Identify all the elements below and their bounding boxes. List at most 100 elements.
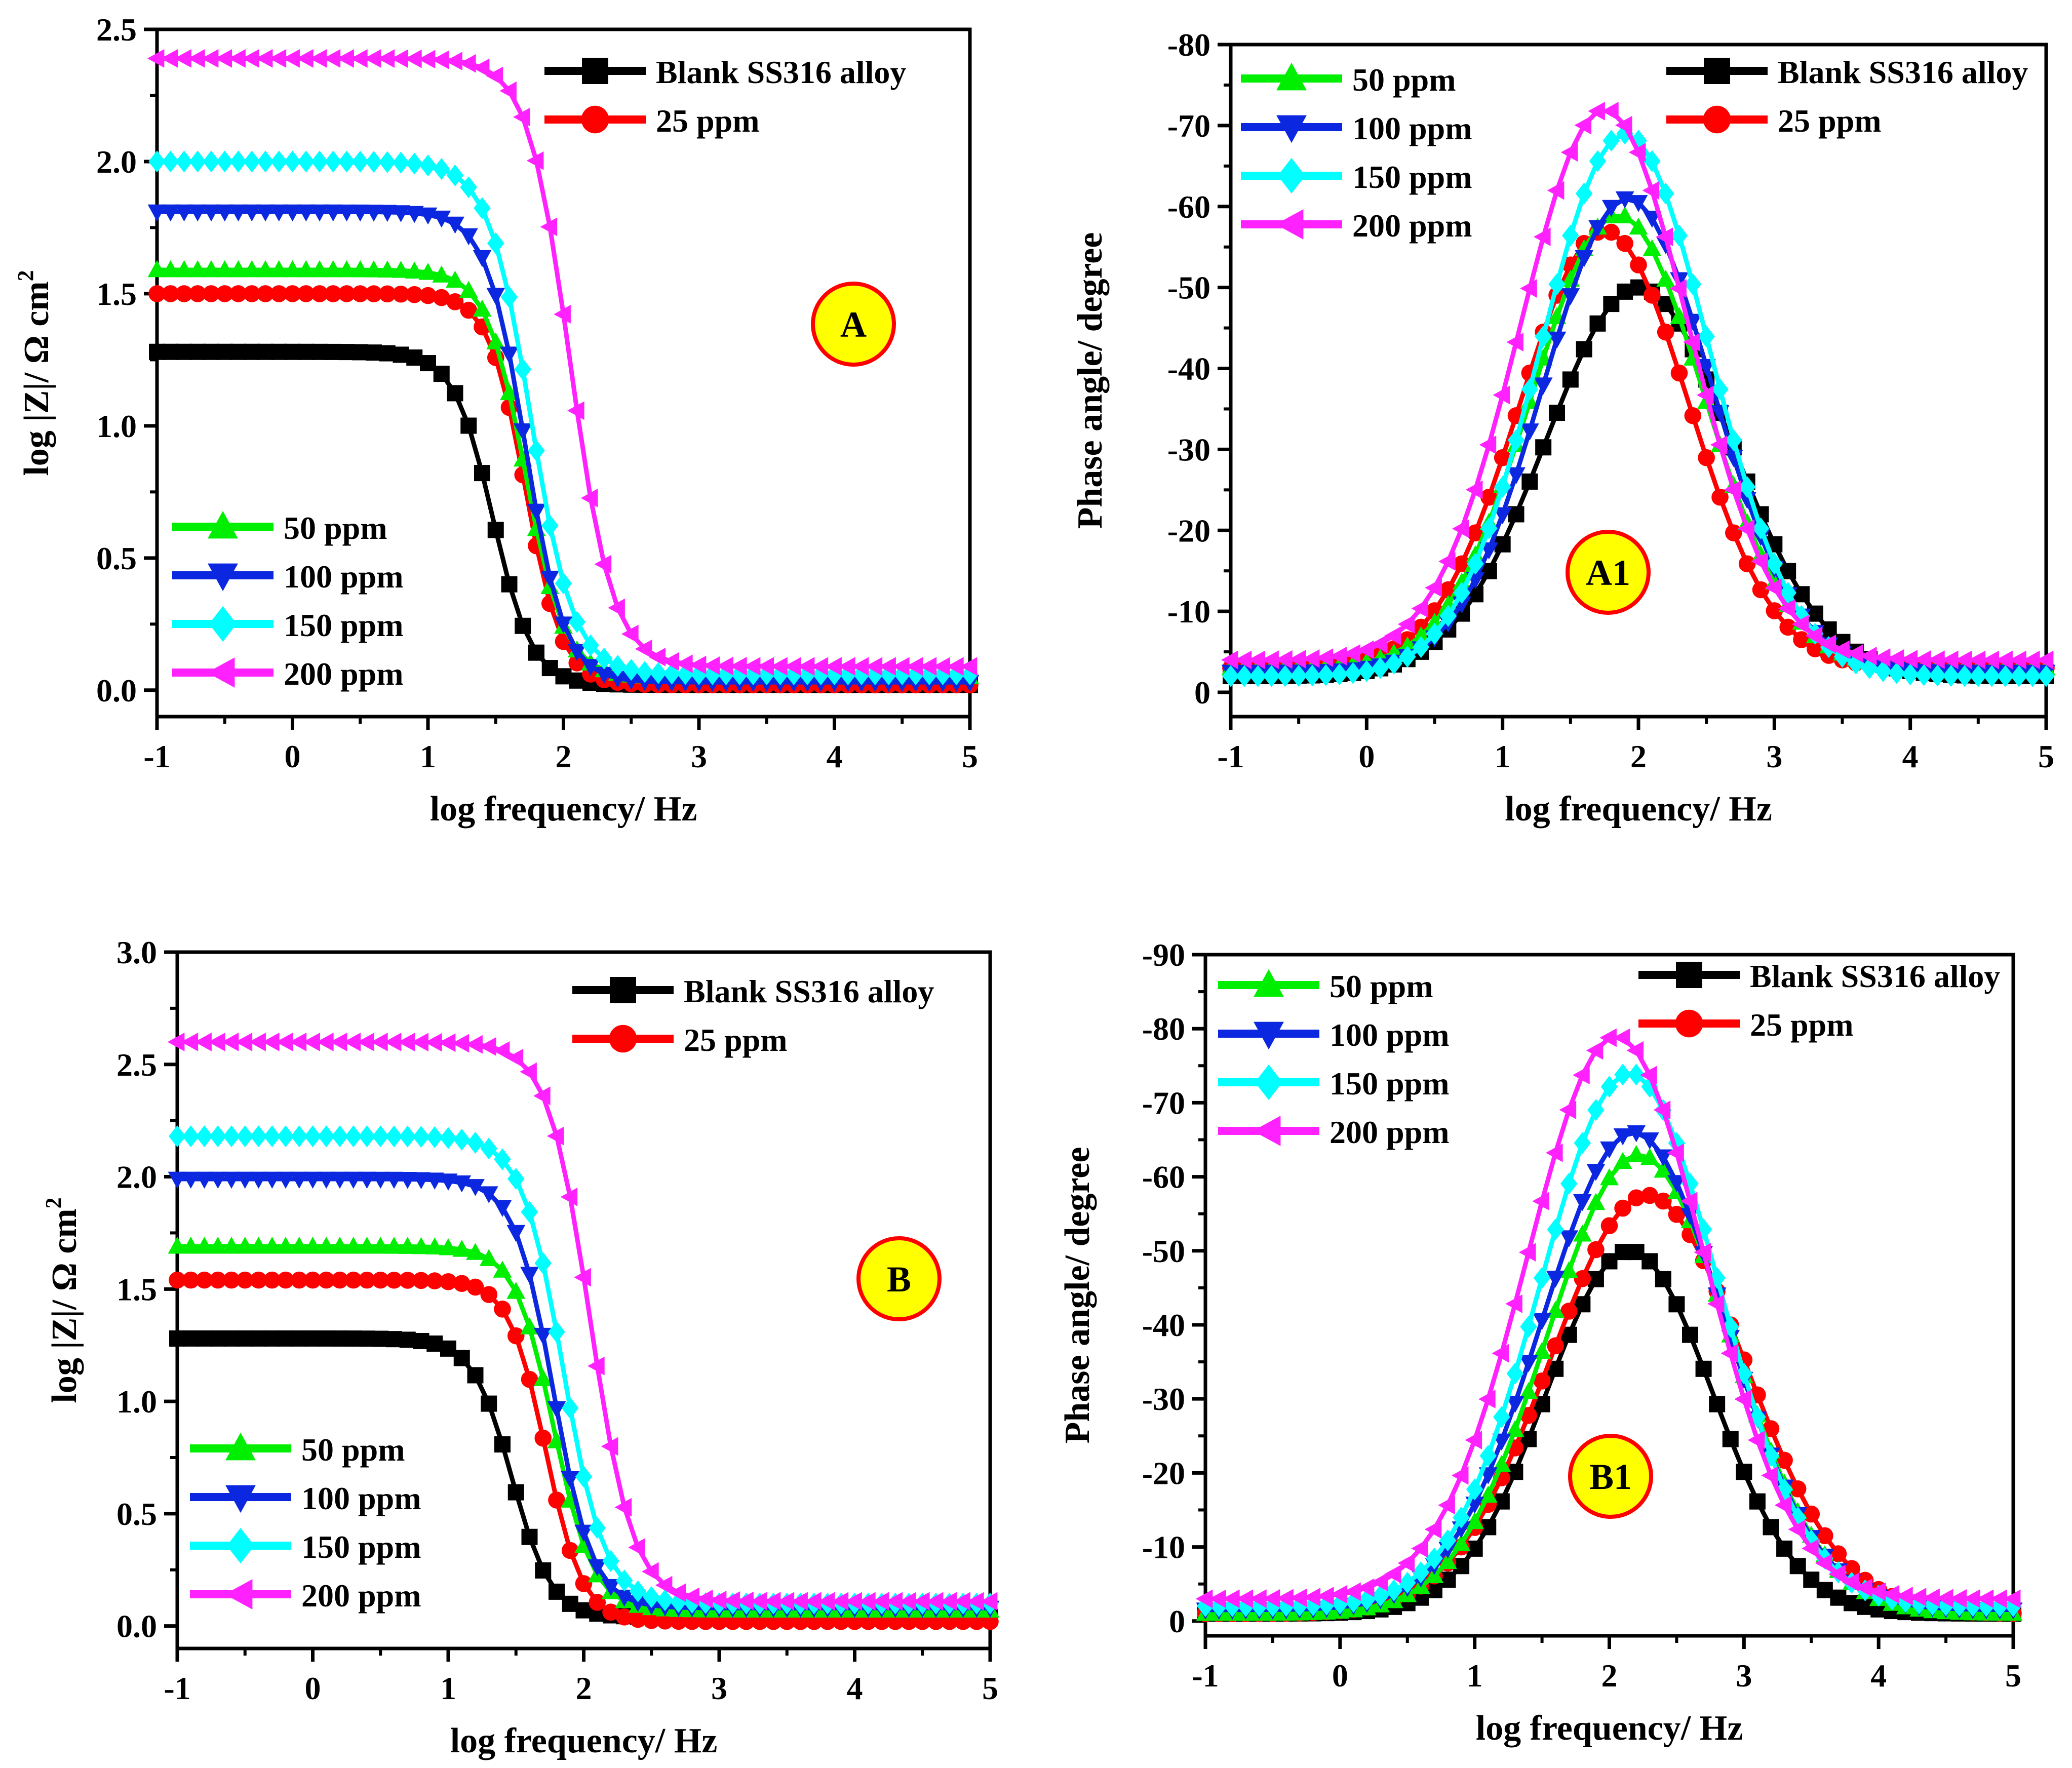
data-point [1627,1145,1646,1162]
data-point [1684,273,1702,295]
data-point [1384,626,1401,645]
data-point [446,293,464,310]
data-point [1751,552,1768,571]
data-point [499,81,517,100]
data-point [1829,1545,1847,1562]
data-point [296,260,316,278]
data-point [541,660,558,677]
data-point [1942,664,1960,687]
data-point [310,204,329,222]
data-point [398,1237,417,1254]
data-point [398,1033,415,1052]
data-point [643,1586,660,1608]
data-point [602,1603,619,1621]
data-point [250,1125,267,1148]
data-point [459,228,478,246]
y-axis-label: Phase angle/ degree [1071,232,1110,529]
data-point [1970,665,1987,687]
data-point [1997,665,2014,687]
data-point [1573,1224,1592,1242]
data-point [399,1331,416,1348]
data-point [486,332,505,349]
data-point [433,289,450,306]
data-point [1725,429,1742,451]
data-point [309,49,327,68]
data-point [1438,552,1456,571]
data-point [1737,519,1755,538]
data-point [1316,648,1334,667]
data-point [1628,143,1646,162]
series-200-ppm [147,49,978,676]
data-point [242,204,261,222]
data-point [304,1125,322,1148]
badge-label: A1 [1586,553,1630,593]
data-point [344,1171,363,1189]
data-point [689,655,707,675]
data-point [358,1236,376,1254]
data-point [168,1171,187,1189]
data-point [392,151,410,174]
data-point [393,346,409,363]
data-point [899,1592,916,1611]
data-point [419,287,437,304]
data-point [554,305,571,324]
data-point [730,657,747,676]
data-point [426,1272,444,1289]
data-point [169,1330,185,1347]
data-point [250,1330,267,1347]
legend-label: 50 ppm [301,1432,405,1468]
data-point [622,659,640,681]
data-point [263,1125,281,1148]
data-point [1317,1586,1334,1605]
data-point [188,204,207,222]
data-point [1657,323,1674,341]
x-tick-label: 3 [691,738,707,774]
data-point [256,260,275,278]
data-point [2022,650,2040,670]
y-tick-label: 1.0 [96,408,137,444]
data-point [1546,1271,1565,1288]
data-point [1600,1141,1619,1159]
data-point [554,616,573,634]
data-point [262,1171,282,1189]
data-point [359,1330,375,1347]
data-point [202,260,221,278]
data-point [595,647,613,670]
data-point [1901,663,1919,686]
data-point [480,1286,498,1303]
data-point [460,301,478,319]
y-tick-label: 0.0 [96,673,137,709]
data-point [1776,1451,1793,1469]
data-point [317,1033,334,1051]
data-point [372,1330,389,1347]
data-point [1990,1589,2007,1608]
data-point [343,1033,361,1051]
data-point [1506,1420,1524,1437]
y-axis-label-text: Phase angle/ degree [1058,1147,1097,1444]
data-point [460,417,477,434]
data-point [1640,1148,1659,1165]
data-point [203,150,220,173]
data-point [1479,1444,1497,1467]
data-point [629,1580,647,1602]
data-point [1586,1164,1606,1181]
data-point [357,1033,374,1051]
y-tick-label: -40 [1167,351,1210,387]
panel-badge: B [856,1236,942,1321]
data-point [723,1591,740,1610]
data-point [1453,1506,1470,1528]
series-line [1230,230,2047,671]
data-point [1847,652,1865,675]
data-point [507,1484,524,1501]
x-tick-label: 0 [305,1670,321,1706]
data-point [1195,1589,1213,1608]
panel-badge: A1 [1566,530,1651,615]
data-point [1778,599,1795,618]
data-point [364,205,383,222]
data-point [405,261,424,279]
data-point [486,66,503,86]
legend-marker [1275,209,1304,240]
series-line [157,159,970,677]
data-point [825,657,842,676]
legend-label: 150 ppm [1352,159,1472,195]
